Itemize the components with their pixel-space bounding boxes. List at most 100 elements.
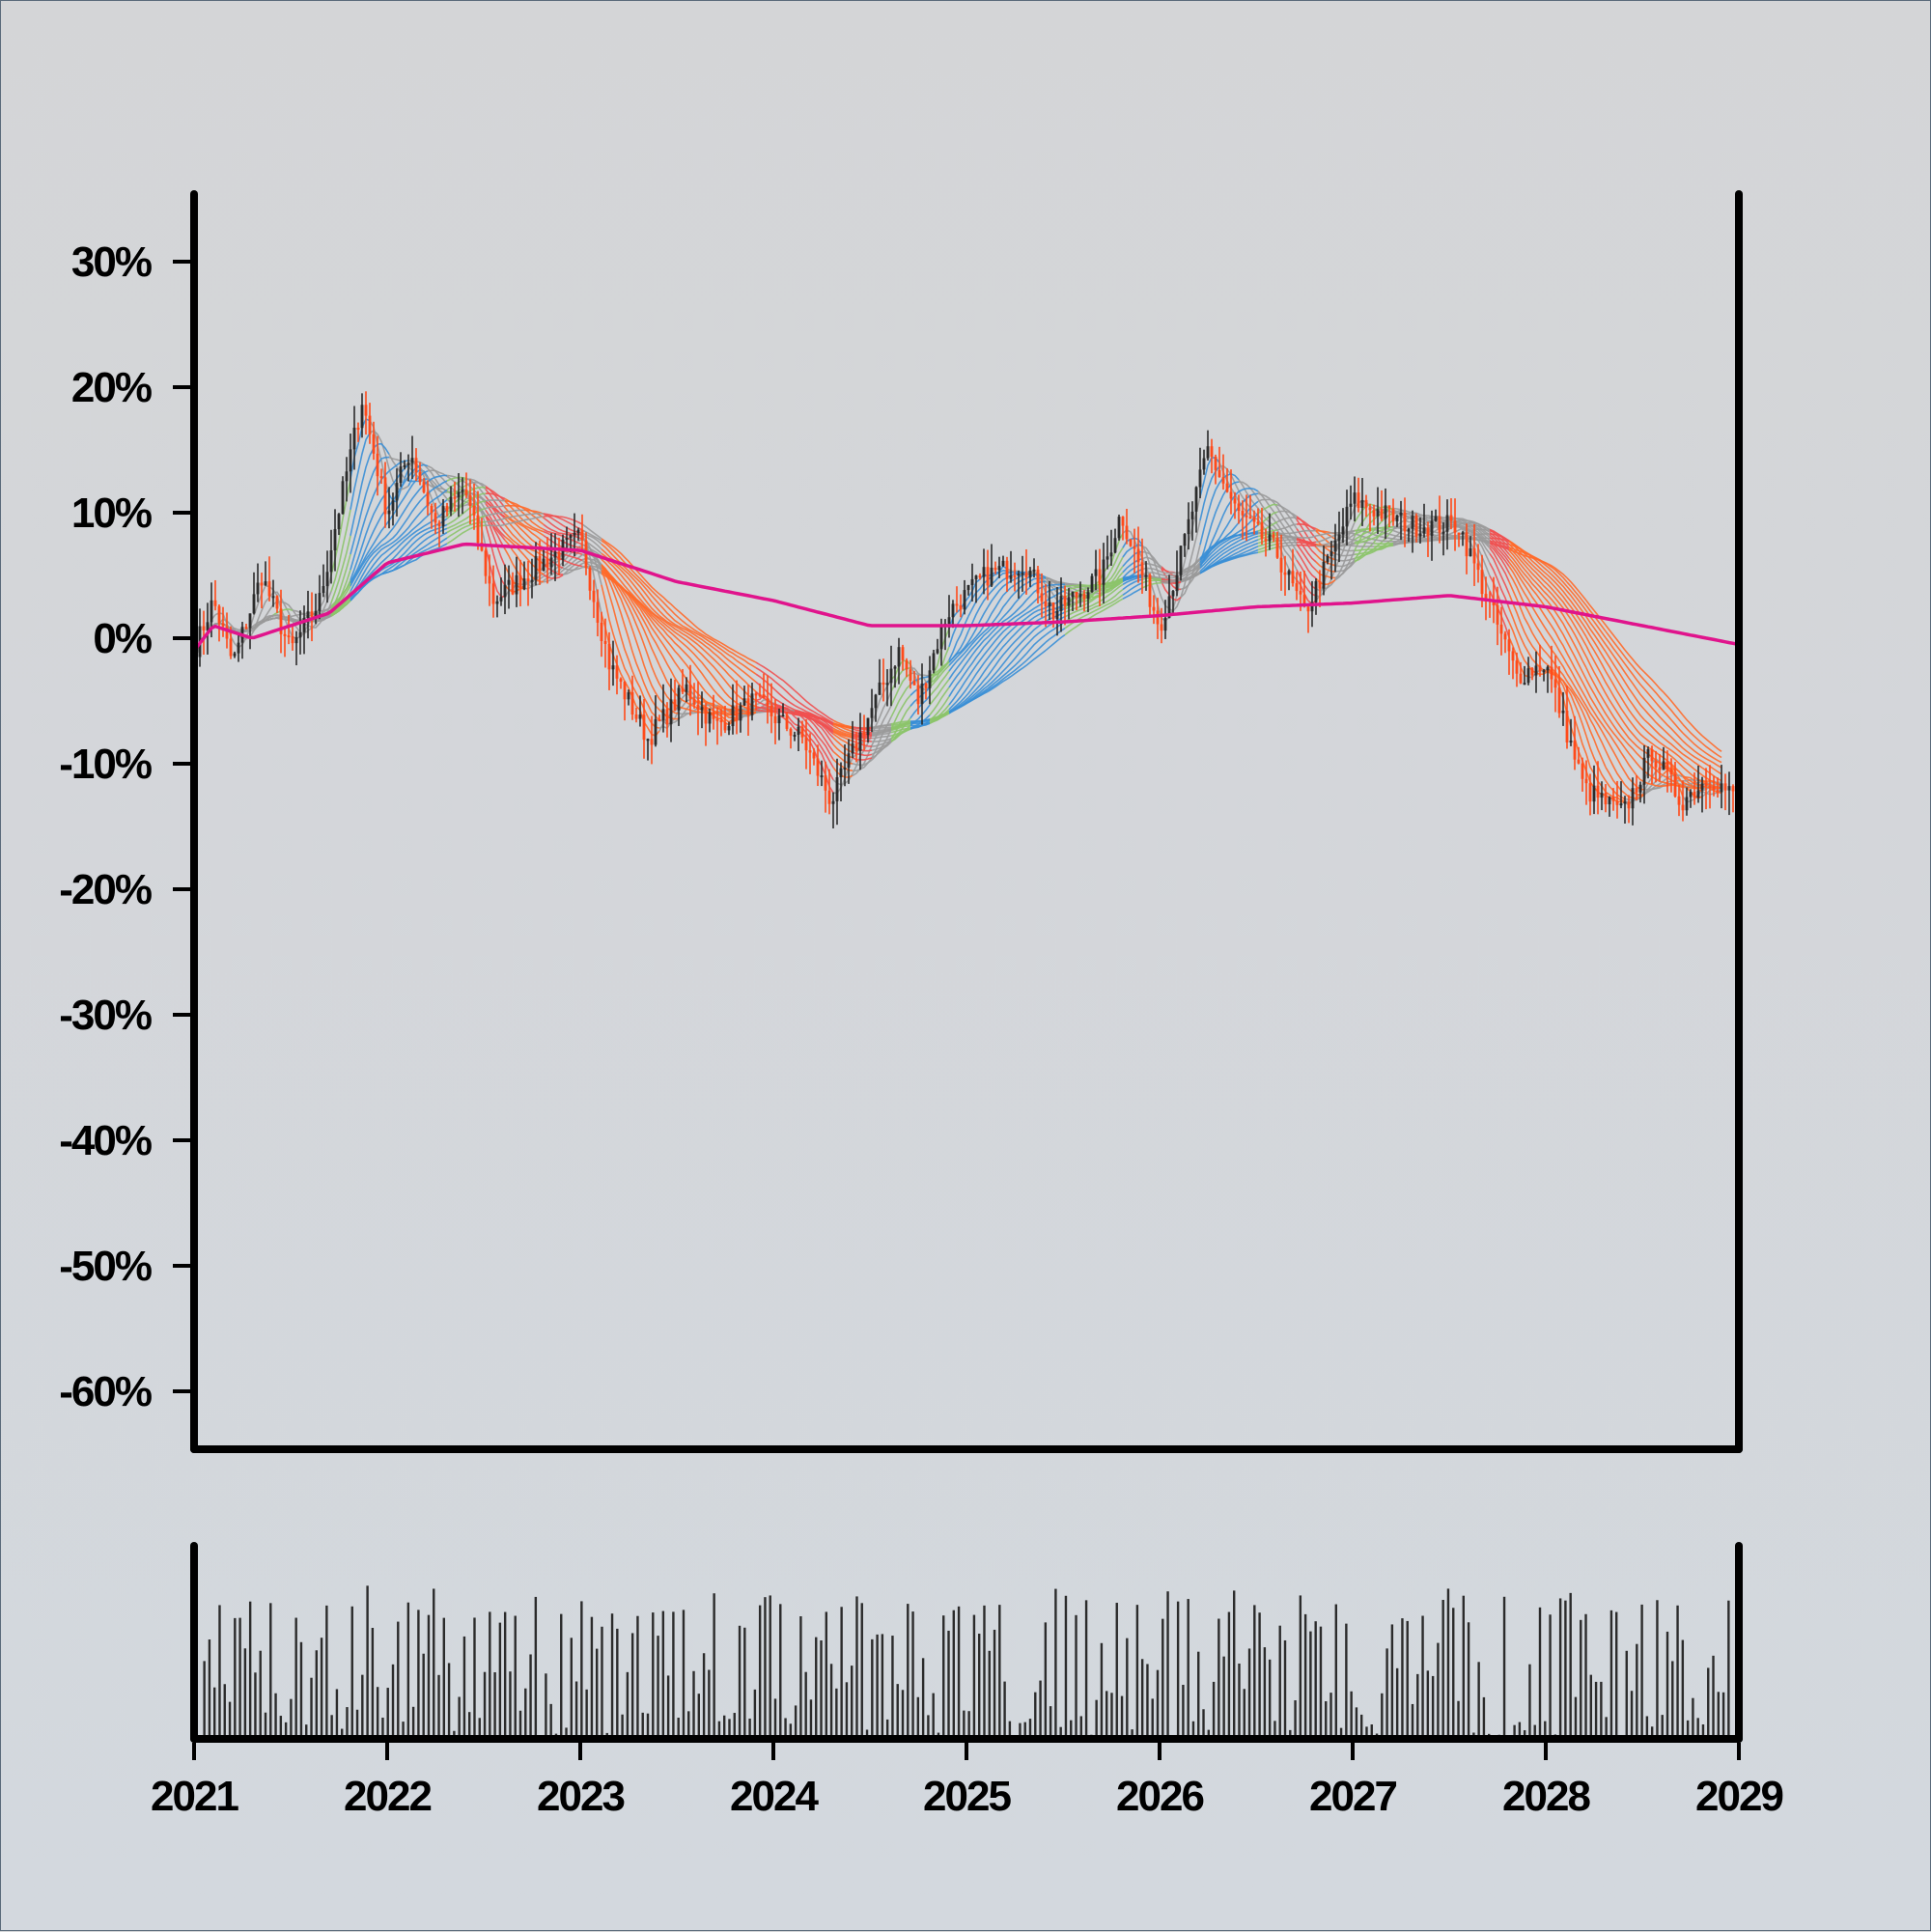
candle-body — [1651, 749, 1654, 761]
volume-bar — [428, 1615, 430, 1739]
candle-body — [1091, 576, 1094, 593]
volume-bar — [1085, 1600, 1087, 1739]
candle — [1446, 499, 1449, 549]
volume-bar — [698, 1694, 700, 1739]
volume-bar — [1054, 1589, 1056, 1739]
candle-body — [875, 695, 878, 709]
volume-bar — [443, 1618, 445, 1739]
volume-bar — [1075, 1615, 1077, 1739]
candle-body — [477, 516, 480, 543]
candle-body — [1064, 596, 1067, 605]
candle-body — [1423, 527, 1426, 533]
candle-body — [1388, 505, 1391, 509]
candle-body — [886, 683, 889, 685]
candle — [295, 631, 298, 665]
candle-body — [1276, 538, 1279, 558]
ribbon-segment — [1239, 489, 1258, 491]
volume-bar — [260, 1651, 262, 1739]
volume-bar — [1105, 1691, 1107, 1739]
candle — [369, 403, 372, 444]
volume-bar — [468, 1712, 470, 1739]
ribbon-segment — [1644, 738, 1664, 751]
candle-body — [373, 434, 376, 454]
candle-body — [1002, 561, 1005, 566]
candle-body — [940, 626, 943, 649]
candle-body — [1578, 760, 1581, 764]
volume-bar — [820, 1640, 822, 1739]
volume-bar — [1432, 1676, 1434, 1739]
candle-body — [1721, 783, 1723, 792]
volume-bar — [1101, 1643, 1103, 1739]
candle-body — [508, 580, 511, 585]
candle-body — [1558, 687, 1561, 713]
candle-body — [616, 665, 619, 679]
y-tick-label: -10% — [59, 741, 152, 788]
volume-bar — [1692, 1698, 1693, 1739]
candle — [890, 646, 893, 706]
ribbon-segment — [775, 690, 795, 706]
volume-bar — [1166, 1591, 1168, 1739]
candle — [1709, 765, 1712, 808]
candle-body — [1180, 546, 1183, 574]
volume-bar — [545, 1673, 546, 1739]
candle-body — [844, 768, 847, 770]
ribbon-segment — [659, 650, 679, 684]
ribbon-segment — [775, 675, 795, 690]
volume-bar — [1309, 1632, 1311, 1739]
candle-body — [431, 506, 434, 513]
candle-body — [790, 729, 793, 736]
candle-body — [836, 777, 839, 801]
ribbon-segment — [563, 519, 582, 530]
candle-body — [1392, 509, 1395, 521]
volume-bar — [804, 1672, 806, 1739]
volume-bar — [1238, 1664, 1240, 1739]
candle-body — [1531, 668, 1534, 675]
candle-body — [1342, 526, 1345, 534]
ribbon-segment — [1644, 719, 1664, 738]
candle — [1620, 781, 1623, 808]
candle-body — [1176, 575, 1179, 591]
volume-bar — [504, 1612, 506, 1739]
ribbon-segment — [1335, 554, 1355, 556]
ribbon-line-28 — [196, 475, 1721, 788]
volume-bar — [351, 1607, 353, 1739]
ribbon-segment — [408, 493, 428, 518]
candle-body — [1126, 526, 1129, 540]
volume-bar — [1463, 1596, 1465, 1739]
candle — [238, 633, 240, 661]
volume-bar — [1320, 1627, 1322, 1739]
x-tick-label: 2024 — [730, 1773, 819, 1820]
volume-bar — [1350, 1692, 1352, 1739]
volume-bar — [989, 1651, 991, 1739]
volume-bar — [795, 1705, 797, 1739]
volume-bar — [851, 1666, 853, 1739]
candle — [960, 595, 963, 618]
volume-bar — [1631, 1691, 1633, 1739]
ribbon-segment — [1200, 466, 1219, 520]
candle-body — [1215, 457, 1217, 470]
candle — [199, 608, 202, 666]
volume-bar — [662, 1611, 664, 1739]
candle — [817, 744, 820, 786]
candle — [747, 685, 750, 736]
candle-body — [948, 617, 951, 624]
volume-bar — [535, 1597, 537, 1739]
volume-bar — [229, 1702, 231, 1739]
candle-body — [346, 471, 349, 481]
volume-bar — [1126, 1638, 1128, 1739]
ribbon-segment — [1277, 518, 1297, 522]
candle-body — [558, 552, 561, 560]
candle-body — [1666, 761, 1669, 770]
volume-bar — [407, 1603, 409, 1739]
candle — [1551, 646, 1553, 693]
ribbon-segment — [1374, 544, 1393, 545]
candle-body — [863, 732, 866, 735]
ribbon-segment — [698, 658, 717, 683]
volume-bar — [1549, 1614, 1551, 1739]
candle-body — [531, 580, 534, 582]
ribbon-segment — [524, 514, 544, 515]
y-tick-label: -50% — [59, 1243, 152, 1290]
candle — [620, 677, 623, 688]
candle-body — [407, 462, 410, 465]
volume-bar — [294, 1618, 296, 1739]
